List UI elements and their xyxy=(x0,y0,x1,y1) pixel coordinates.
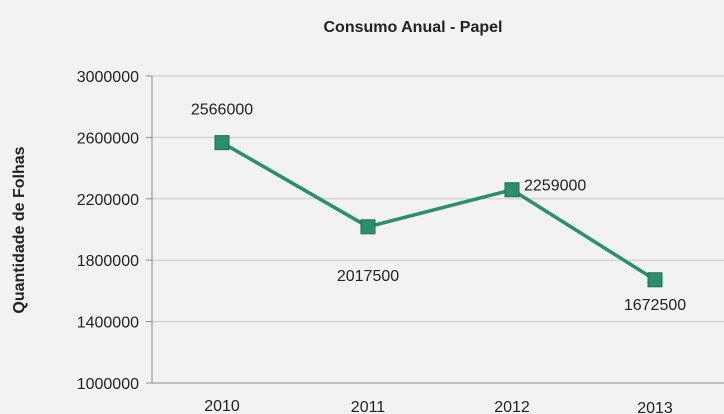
series-line-group xyxy=(221,141,656,282)
y-tick-labels: 1000000 1400000 1800000 2200000 2600000 30000… xyxy=(77,69,139,393)
y-tick-label: 2600000 xyxy=(77,130,139,147)
y-axis-label: Quantidade de Folhas xyxy=(11,146,28,313)
data-label: 2566000 xyxy=(191,102,253,119)
y-tick-label: 2200000 xyxy=(77,192,139,209)
y-tick-label: 1000000 xyxy=(77,376,139,393)
data-labels: 2566000 2017500 2259000 1672500 xyxy=(191,102,686,314)
y-tick-label: 3000000 xyxy=(77,69,139,86)
x-tick-label: 2010 xyxy=(204,398,240,414)
series-line xyxy=(221,141,656,282)
data-label: 2259000 xyxy=(524,178,586,195)
data-label: 1672500 xyxy=(624,297,686,314)
data-point-marker xyxy=(360,219,376,235)
axes xyxy=(146,75,724,384)
x-tick-labels: 2010 2011 2012 2013 xyxy=(204,398,673,414)
data-point-marker xyxy=(504,182,520,198)
data-point-marker xyxy=(214,135,230,151)
gridlines xyxy=(152,75,724,323)
y-tick-label: 1800000 xyxy=(77,253,139,270)
x-tick-label: 2013 xyxy=(637,400,673,414)
y-tick-label: 1400000 xyxy=(77,315,139,332)
markers xyxy=(214,135,663,288)
data-point-marker xyxy=(647,272,663,288)
x-tick-label: 2011 xyxy=(351,399,386,414)
x-tick-label: 2012 xyxy=(494,399,530,414)
data-label: 2017500 xyxy=(337,268,399,285)
chart-title: Consumo Anual - Papel xyxy=(324,19,503,36)
